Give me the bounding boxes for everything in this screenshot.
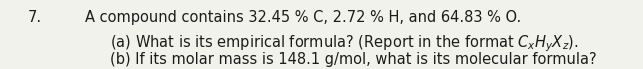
Text: (b) If its molar mass is 148.1 g/mol, what is its molecular formula?: (b) If its molar mass is 148.1 g/mol, wh…: [110, 52, 597, 67]
Text: 7.: 7.: [28, 10, 42, 25]
Text: A compound contains 32.45 % C, 2.72 % H, and 64.83 % O.: A compound contains 32.45 % C, 2.72 % H,…: [85, 10, 521, 25]
Text: (a) What is its empirical formula? (Report in the format $C_xH_yX_z$).: (a) What is its empirical formula? (Repo…: [110, 33, 579, 54]
